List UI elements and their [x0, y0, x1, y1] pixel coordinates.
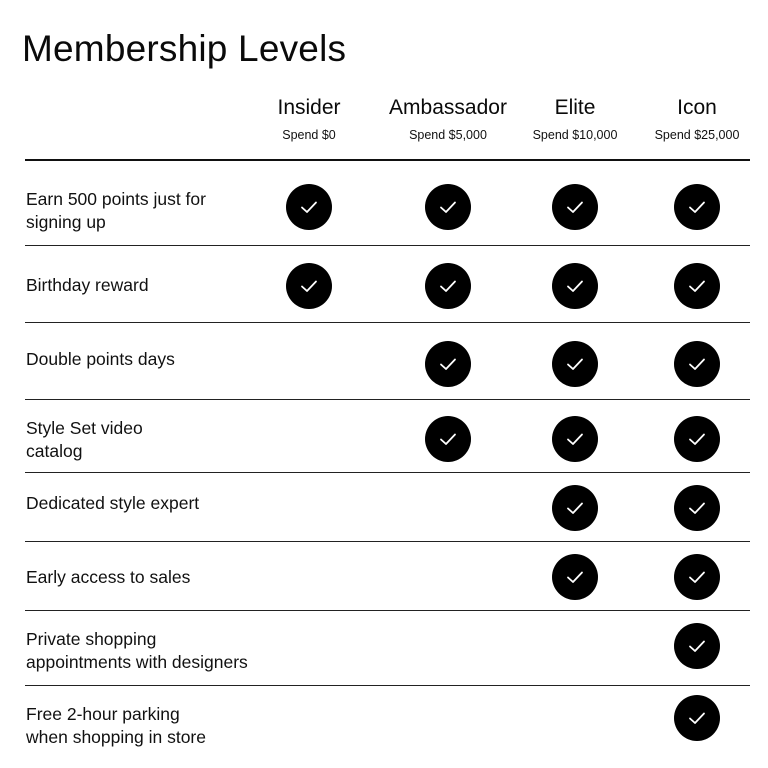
- checkmark-circle-icon: [425, 341, 471, 387]
- checkmark-circle-icon: [674, 485, 720, 531]
- tier-name: Icon: [677, 96, 717, 119]
- benefit-label: Early access to sales: [26, 567, 191, 587]
- row-divider: [25, 472, 750, 473]
- checkmark-circle-icon: [552, 416, 598, 462]
- checkmark-circle-icon: [674, 184, 720, 230]
- tier-spend: Spend $10,000: [532, 128, 618, 142]
- checkmark-circle-icon: [552, 341, 598, 387]
- checkmark-circle-icon: [286, 263, 332, 309]
- header-divider: [25, 159, 750, 161]
- checkmark-circle-icon: [674, 416, 720, 462]
- checkmark-circle-icon: [286, 184, 332, 230]
- benefit-label: Earn 500 points just for signing up: [26, 189, 206, 232]
- tier-spend: Spend $5,000: [409, 128, 487, 142]
- benefit-label: Free 2-hour parking when shopping in stor…: [26, 704, 206, 747]
- page-title: Membership Levels: [22, 28, 347, 69]
- tier-column-icon: Icon Spend $25,000: [627, 94, 767, 144]
- benefit-label: Double points days: [26, 349, 175, 369]
- checkmark-circle-icon: [425, 184, 471, 230]
- benefit-label: Private shopping appointments with design…: [26, 629, 248, 672]
- row-divider: [25, 541, 750, 542]
- row-divider: [25, 685, 750, 686]
- row-divider: [25, 245, 750, 246]
- checkmark-circle-icon: [674, 623, 720, 669]
- checkmark-circle-icon: [552, 184, 598, 230]
- checkmark-circle-icon: [425, 263, 471, 309]
- tier-name: Insider: [277, 96, 341, 119]
- tier-column-elite: Elite Spend $10,000: [505, 94, 645, 144]
- tier-spend: Spend $25,000: [654, 128, 740, 142]
- tier-spend: Spend $0: [282, 128, 336, 142]
- row-divider: [25, 322, 750, 323]
- checkmark-circle-icon: [674, 695, 720, 741]
- row-divider: [25, 399, 750, 400]
- checkmark-circle-icon: [674, 341, 720, 387]
- benefit-label: Style Set video catalog: [26, 418, 143, 461]
- checkmark-circle-icon: [552, 263, 598, 309]
- checkmark-circle-icon: [552, 554, 598, 600]
- benefit-label: Dedicated style expert: [26, 493, 200, 513]
- tier-column-ambassador: Ambassador Spend $5,000: [378, 94, 518, 144]
- checkmark-circle-icon: [674, 554, 720, 600]
- checkmark-circle-icon: [425, 416, 471, 462]
- tier-name: Elite: [554, 96, 596, 119]
- checkmark-circle-icon: [552, 485, 598, 531]
- benefit-label: Birthday reward: [26, 275, 149, 295]
- tier-column-insider: Insider Spend $0: [239, 94, 379, 144]
- checkmark-circle-icon: [674, 263, 720, 309]
- row-divider: [25, 610, 750, 611]
- tier-name: Ambassador: [389, 96, 507, 119]
